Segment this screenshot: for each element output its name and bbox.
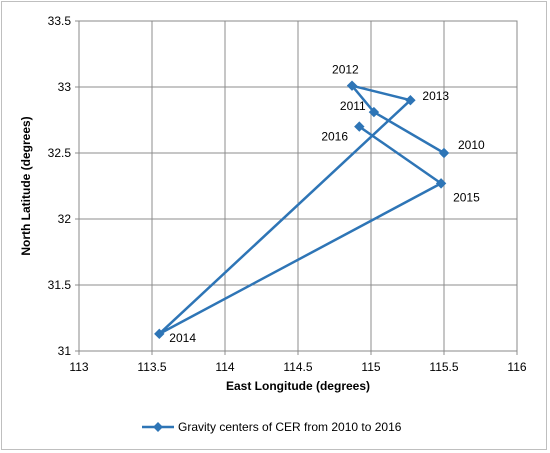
- data-point-label: 2016: [321, 130, 348, 144]
- y-tick-label: 32.5: [48, 146, 72, 160]
- data-point-marker: [438, 147, 450, 159]
- data-point-label: 2012: [332, 63, 359, 77]
- data-point-marker: [405, 94, 416, 106]
- y-axis-title: North Latitude (degrees): [19, 116, 33, 255]
- data-point-label: 2010: [458, 138, 485, 152]
- series-line: [158, 84, 445, 336]
- data-point-label: 2011: [340, 99, 366, 113]
- x-tick-labels: 113 113.5 114 114.5 115 115.5 116: [69, 360, 526, 374]
- x-tick-label: 115.5: [429, 360, 458, 374]
- x-tick-label: 113: [69, 360, 88, 374]
- x-tick-label: 114.5: [283, 360, 312, 374]
- x-axis-title: East Longitude (degrees): [226, 379, 370, 393]
- data-point-label: 2015: [453, 190, 480, 204]
- data-point-marker: [368, 106, 380, 118]
- y-tick-label: 33.5: [48, 14, 72, 28]
- series-group: 2010 2011 2012 2013 2014 2015 2016: [154, 63, 485, 345]
- legend-marker: [153, 422, 163, 432]
- data-point-label: 2014: [169, 331, 196, 345]
- y-tick-label: 31: [58, 344, 72, 358]
- plot-area: [78, 20, 518, 352]
- legend-label: Gravity centers of CER from 2010 to 2016: [178, 420, 402, 434]
- y-tick-label: 31.5: [48, 278, 72, 292]
- x-tick-label: 113.5: [137, 360, 166, 374]
- x-tick-label: 115: [361, 360, 380, 374]
- y-tick-label: 33: [58, 80, 72, 94]
- data-point-marker: [154, 328, 165, 340]
- y-tick-label: 32: [58, 212, 72, 226]
- legend: Gravity centers of CER from 2010 to 2016: [142, 420, 402, 434]
- grid: [75, 20, 518, 355]
- data-point-marker: [346, 80, 358, 91]
- data-point-label: 2013: [422, 89, 449, 103]
- data-point-marker: [354, 121, 365, 132]
- y-tick-labels: 31 31.5 32 32.5 33 33.5: [48, 14, 72, 358]
- x-tick-label: 114: [215, 360, 234, 374]
- x-tick-label: 116: [507, 360, 526, 374]
- data-point-marker: [435, 178, 447, 189]
